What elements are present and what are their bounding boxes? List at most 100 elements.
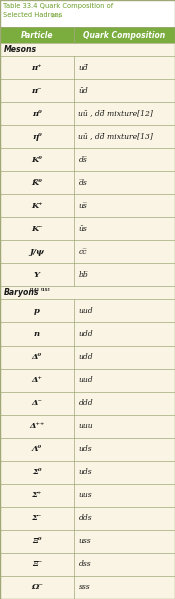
Text: K⁰: K⁰ xyxy=(31,156,42,164)
Bar xyxy=(0,368,175,392)
Bar xyxy=(0,27,175,43)
Text: dds: dds xyxy=(79,515,92,522)
Bar xyxy=(0,286,175,300)
Text: uds: uds xyxy=(79,445,92,453)
Bar xyxy=(0,484,175,507)
Text: [15]: [15] xyxy=(40,289,50,292)
Bar xyxy=(0,240,175,264)
Text: p: p xyxy=(34,307,40,315)
Text: n: n xyxy=(34,330,40,338)
Bar xyxy=(0,553,175,576)
Bar xyxy=(0,322,175,346)
Text: [11]: [11] xyxy=(52,13,61,17)
Bar xyxy=(0,438,175,461)
Text: Σ⁻: Σ⁻ xyxy=(32,515,42,522)
Bar xyxy=(0,148,175,171)
Bar xyxy=(0,79,175,102)
Bar xyxy=(0,286,175,300)
Text: uss: uss xyxy=(79,537,91,546)
Bar xyxy=(0,438,175,461)
Text: π⁻: π⁻ xyxy=(32,87,42,95)
Text: ds̅: ds̅ xyxy=(79,156,87,164)
Text: uus: uus xyxy=(79,491,92,500)
Text: Δ⁺⁺: Δ⁺⁺ xyxy=(29,422,44,430)
Text: ūs: ūs xyxy=(79,225,87,233)
Bar xyxy=(0,576,175,599)
Text: bb̅: bb̅ xyxy=(79,271,88,279)
Bar xyxy=(0,346,175,368)
Bar xyxy=(0,240,175,264)
Text: K⁻: K⁻ xyxy=(31,225,43,233)
Bar xyxy=(0,79,175,102)
Text: dss: dss xyxy=(79,561,91,568)
Text: udd: udd xyxy=(79,353,93,361)
Text: Mesons: Mesons xyxy=(4,45,37,54)
Bar xyxy=(0,56,175,79)
Text: sss: sss xyxy=(79,583,90,591)
Bar xyxy=(0,264,175,286)
Bar xyxy=(0,346,175,368)
Bar xyxy=(0,27,175,43)
Text: π⁰: π⁰ xyxy=(32,110,42,117)
Bar xyxy=(0,553,175,576)
Bar xyxy=(0,300,175,322)
Text: uū , dd̅ mixture[13]: uū , dd̅ mixture[13] xyxy=(79,132,153,141)
Text: ddd: ddd xyxy=(79,399,93,407)
Bar xyxy=(0,125,175,148)
Text: K̅⁰: K̅⁰ xyxy=(31,179,42,187)
Text: π⁺: π⁺ xyxy=(32,63,42,71)
Text: Δ⁺: Δ⁺ xyxy=(31,376,42,384)
Text: [14]: [14] xyxy=(30,289,39,292)
Bar xyxy=(0,530,175,553)
Bar xyxy=(0,415,175,438)
Bar xyxy=(0,300,175,322)
Text: Quark Composition: Quark Composition xyxy=(83,31,165,40)
Text: Δ⁰: Δ⁰ xyxy=(32,353,42,361)
Bar xyxy=(0,43,175,56)
Text: Ξ⁰: Ξ⁰ xyxy=(32,537,41,546)
Text: Selected Hadrons: Selected Hadrons xyxy=(3,12,62,18)
Text: udd: udd xyxy=(79,330,93,338)
Bar xyxy=(0,322,175,346)
Text: Υ: Υ xyxy=(34,271,40,279)
Bar xyxy=(0,264,175,286)
Bar xyxy=(0,415,175,438)
Text: J/ψ: J/ψ xyxy=(29,248,44,256)
Text: ud̅: ud̅ xyxy=(79,63,88,71)
Bar xyxy=(0,507,175,530)
Text: Baryons: Baryons xyxy=(4,289,40,298)
Bar xyxy=(0,484,175,507)
Bar xyxy=(0,194,175,217)
Bar xyxy=(0,0,175,27)
Bar xyxy=(0,148,175,171)
Bar xyxy=(0,56,175,79)
Bar xyxy=(0,125,175,148)
Bar xyxy=(0,102,175,125)
Bar xyxy=(0,217,175,240)
Text: Ω⁻: Ω⁻ xyxy=(31,583,43,591)
Text: Δ⁻: Δ⁻ xyxy=(31,399,42,407)
Text: Particle: Particle xyxy=(20,31,53,40)
Bar xyxy=(0,530,175,553)
Text: Λ⁰: Λ⁰ xyxy=(32,445,42,453)
Bar xyxy=(0,576,175,599)
Text: us̅: us̅ xyxy=(79,202,87,210)
Text: η⁰: η⁰ xyxy=(32,132,42,141)
Bar xyxy=(0,507,175,530)
Bar xyxy=(0,171,175,194)
Text: uū , dd̅ mixture[12]: uū , dd̅ mixture[12] xyxy=(79,110,153,117)
Text: uud: uud xyxy=(79,307,93,315)
Text: cc̅: cc̅ xyxy=(79,248,87,256)
Text: Σ⁰: Σ⁰ xyxy=(32,468,41,476)
Bar xyxy=(0,368,175,392)
Text: Table 33.4 Quark Composition of: Table 33.4 Quark Composition of xyxy=(3,3,113,9)
Bar xyxy=(0,102,175,125)
Text: uds: uds xyxy=(79,468,92,476)
Text: ūd: ūd xyxy=(79,87,88,95)
Text: uud: uud xyxy=(79,376,93,384)
Text: d̅s: d̅s xyxy=(79,179,87,187)
Bar xyxy=(0,194,175,217)
Text: K⁺: K⁺ xyxy=(31,202,43,210)
Bar xyxy=(0,217,175,240)
Bar xyxy=(0,392,175,415)
